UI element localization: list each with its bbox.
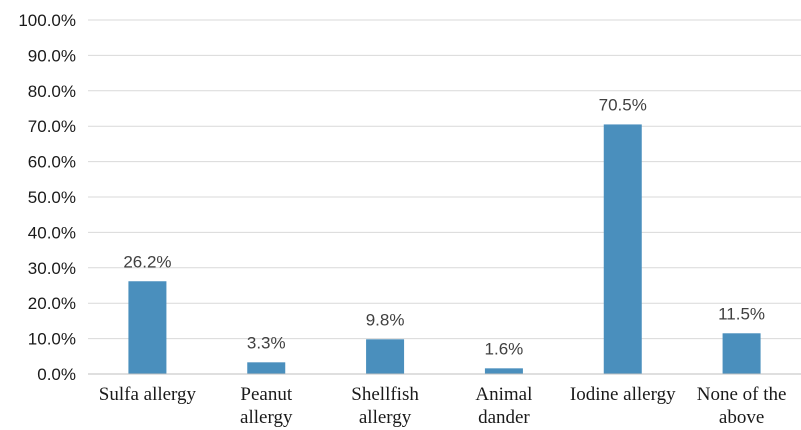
x-tick-label: None of the	[697, 384, 787, 405]
bars	[128, 124, 761, 375]
bar	[484, 368, 523, 374]
x-tick-label: Shellfish	[351, 384, 419, 405]
data-label: 1.6%	[485, 339, 524, 358]
y-tick-label: 50.0%	[28, 188, 76, 207]
x-axis: Sulfa allergy PeanutallergyShellfishaller…	[88, 373, 801, 428]
x-tick-label: Animal	[475, 384, 532, 405]
data-label: 70.5%	[599, 95, 647, 114]
y-tick-label: 80.0%	[28, 82, 76, 101]
x-tick-label: dander	[478, 407, 530, 428]
gridlines	[88, 19, 801, 340]
x-tick-label: allergy	[240, 407, 293, 428]
y-tick-label: 20.0%	[28, 294, 76, 313]
y-tick-label: 90.0%	[28, 46, 76, 65]
data-label: 9.8%	[366, 310, 405, 329]
y-tick-label: 40.0%	[28, 223, 76, 242]
bar	[722, 333, 761, 374]
data-label: 3.3%	[247, 333, 286, 352]
x-tick-label: allergy	[359, 407, 412, 428]
x-tick-label: Iodine allergy	[570, 384, 676, 405]
data-label: 11.5%	[718, 304, 765, 323]
x-tick-label: Peanut	[240, 384, 292, 405]
y-tick-label: 0.0%	[37, 365, 76, 384]
x-tick-label: above	[719, 407, 764, 428]
bar	[128, 281, 167, 374]
data-labels: 26.2% 3.3% 9.8% 1.6% 70.5% 11.5%	[123, 95, 765, 358]
y-tick-label: 30.0%	[28, 259, 76, 278]
bar	[603, 124, 642, 375]
bar	[366, 339, 405, 374]
y-axis: 0.0% 10.0% 20.0% 30.0% 40.0% 50.0% 60.0% 70.0% 8…	[18, 11, 76, 384]
y-tick-label: 100.0%	[18, 11, 76, 30]
y-tick-label: 10.0%	[28, 330, 76, 349]
bar	[247, 362, 286, 374]
y-tick-label: 70.0%	[28, 117, 76, 136]
data-label: 26.2%	[123, 252, 171, 271]
x-tick-label: Sulfa allergy	[99, 384, 197, 405]
y-tick-label: 60.0%	[28, 153, 76, 172]
